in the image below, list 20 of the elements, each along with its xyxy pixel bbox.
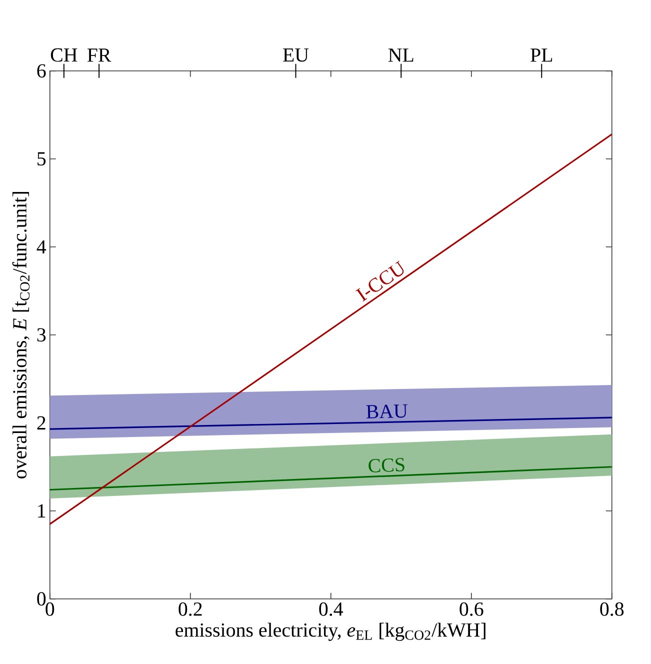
y-tick-label: 4: [36, 240, 46, 254]
y-tick-label: 1: [38, 504, 46, 518]
x-tick-label: 0.4: [319, 602, 344, 616]
ref-line-label: PL: [530, 48, 552, 62]
ref-line-label: FR: [87, 48, 112, 62]
y-tick-label: 6: [37, 64, 46, 78]
x-tick-label: 0.6: [460, 602, 484, 616]
series-label: BAU: [366, 404, 408, 418]
ref-line-label: NL: [388, 48, 414, 62]
y-tick-label: 2: [37, 416, 46, 430]
x-axis-title: emissions electricity, e$_{EL}$ [kg$_{CO2}$/kWH]: [176, 622, 486, 641]
y-tick-label: 3: [37, 328, 46, 342]
x-tick-label: 0.8: [600, 602, 624, 616]
y-axis-title: overall emissions, E [t$_{CO2}$/func.unit]: [12, 192, 30, 478]
y-tick-label: 0: [37, 592, 46, 606]
ref-line-label: CH: [50, 48, 78, 62]
series-label: CCS: [368, 458, 404, 472]
y-tick-label: 5: [38, 152, 46, 166]
x-tick-label: 0.2: [178, 602, 202, 616]
ref-line-label: EU: [283, 48, 309, 62]
